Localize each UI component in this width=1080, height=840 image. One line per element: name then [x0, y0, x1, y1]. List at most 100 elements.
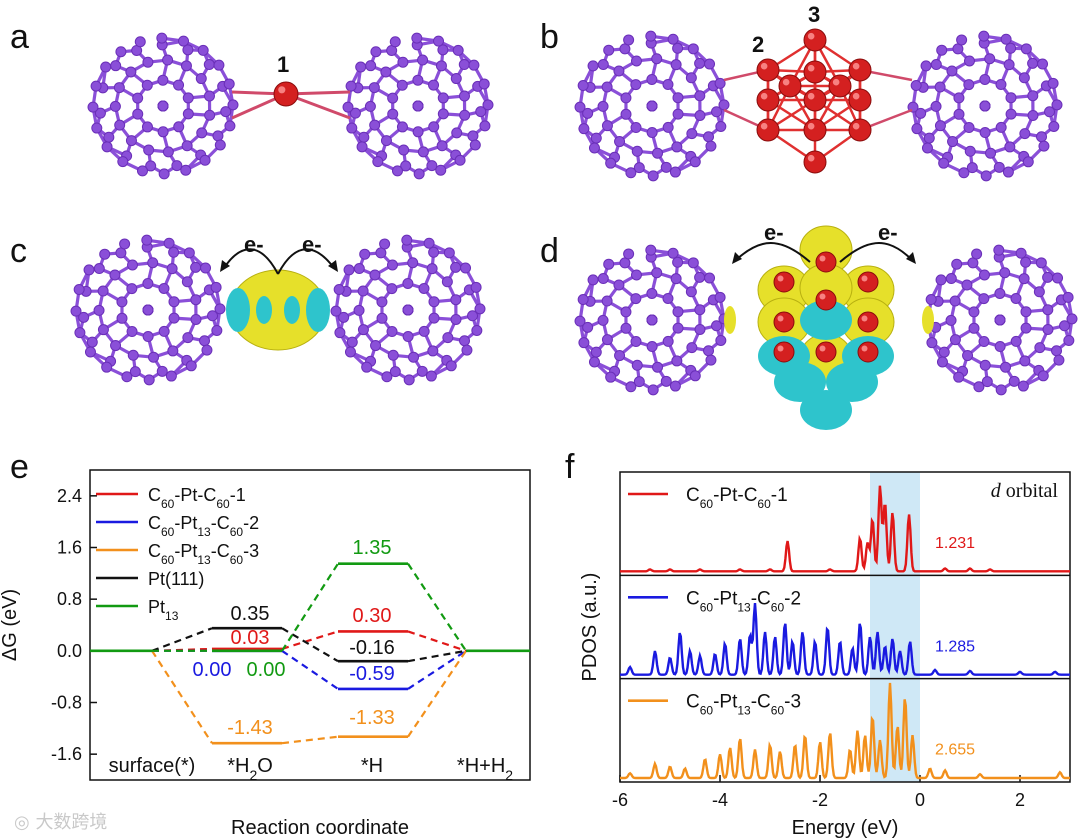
carbon-atom [587, 60, 599, 72]
carbon-atom [402, 304, 414, 316]
carbon-atom [1017, 380, 1029, 392]
carbon-atom [93, 263, 105, 275]
panel-letter-f: f [565, 448, 575, 486]
atom-highlight [861, 345, 868, 352]
carbon-atom [935, 274, 947, 286]
carbon-atom [971, 248, 983, 260]
carbon-atom [435, 164, 447, 176]
carbon-atom [109, 269, 121, 281]
energy-value-label: -1.33 [349, 707, 395, 729]
carbon-atom [704, 272, 716, 284]
carbon-atom [966, 162, 978, 174]
carbon-atom [418, 325, 430, 337]
fullerene-b-right [907, 30, 1063, 182]
d-band-value: 1.285 [935, 638, 975, 655]
carbon-atom [1015, 247, 1027, 259]
atom-highlight [807, 32, 815, 40]
series-connector [281, 630, 339, 650]
series-1: 0.00 -0.59 [152, 649, 467, 691]
platinum-atom [857, 311, 879, 333]
carbon-atom [603, 258, 615, 270]
carbon-atom [646, 314, 658, 326]
series-connector [407, 563, 467, 652]
carbon-atom [158, 168, 170, 180]
carbon-atom [630, 336, 642, 348]
carbon-atom [173, 79, 185, 91]
carbon-atom [147, 257, 159, 269]
carbon-atom [93, 304, 105, 316]
carbon-atom [207, 310, 219, 322]
carbon-atom [614, 350, 626, 362]
carbon-atom [412, 126, 424, 138]
atom-highlight [807, 64, 815, 72]
carbon-atom [435, 60, 447, 72]
carbon-atom [577, 80, 589, 92]
carbon-atom [94, 107, 106, 119]
carbon-atom [142, 331, 154, 343]
carbon-atom [397, 56, 409, 68]
platinum-atom [773, 271, 795, 293]
fullerene-c-right [330, 234, 486, 386]
electron-label-c-right: e- [302, 232, 322, 257]
legend-label: C60-Pt13-C60-3 [148, 541, 259, 567]
carbon-atom [197, 44, 209, 56]
fullerene-a-right [342, 32, 494, 180]
carbon-atom [920, 60, 932, 72]
carbon-atom [195, 73, 207, 85]
carbon-atom [181, 140, 193, 152]
platinum-atom [848, 88, 872, 112]
carbon-atom [1034, 342, 1046, 354]
carbon-atom [110, 340, 122, 352]
carbon-atom [223, 78, 235, 90]
carbon-atom [694, 271, 706, 283]
category-label: surface(*) [109, 755, 196, 777]
carbon-atom [662, 121, 674, 133]
carbon-atom [605, 157, 617, 169]
carbon-atom [601, 81, 613, 93]
platinum-atom [815, 251, 837, 273]
carbon-atom [210, 281, 222, 293]
carbon-atom [1027, 109, 1039, 121]
x-tick-label: 0 [915, 790, 925, 810]
carbon-atom [182, 92, 194, 104]
carbon-atom [156, 32, 168, 44]
carbon-atom [83, 264, 95, 276]
carbon-atom [934, 120, 946, 132]
watermark: ◎ 大数跨境 [14, 812, 108, 833]
carbon-atom [479, 120, 491, 132]
carbon-atom [370, 46, 382, 58]
carbon-atom [953, 108, 965, 120]
carbon-atom [145, 160, 157, 172]
platinum-atom [773, 341, 795, 363]
carbon-atom [427, 345, 439, 357]
carbon-atom [578, 337, 590, 349]
carbon-atom [158, 325, 170, 337]
carbon-atom [574, 315, 586, 327]
carbon-atom [588, 142, 600, 154]
carbon-atom [994, 314, 1006, 326]
carbon-atom [413, 168, 425, 180]
carbon-atom [1048, 120, 1060, 132]
carbon-atom [167, 345, 179, 357]
carbon-atom [980, 170, 992, 182]
carbon-atom [203, 90, 215, 102]
charge-depletion-iso [306, 288, 330, 332]
carbon-atom [984, 53, 996, 65]
carbon-atom [467, 130, 479, 142]
carbon-atom [963, 55, 975, 67]
carbon-atom [97, 324, 109, 336]
carbon-atom [364, 100, 376, 112]
carbon-atom [705, 140, 717, 152]
carbon-atom [125, 135, 137, 147]
carbon-atom [203, 59, 215, 71]
y-tick-label: 0.8 [57, 589, 82, 609]
carbon-atom [425, 370, 437, 382]
carbon-atom [597, 273, 609, 285]
carbon-atom [428, 312, 440, 324]
carbon-atom [180, 60, 192, 72]
carbon-atom [407, 257, 419, 269]
carbon-atom [689, 156, 701, 168]
carbon-atom [400, 160, 412, 172]
charge-depletion-iso [800, 300, 852, 340]
carbon-atom [705, 354, 717, 366]
